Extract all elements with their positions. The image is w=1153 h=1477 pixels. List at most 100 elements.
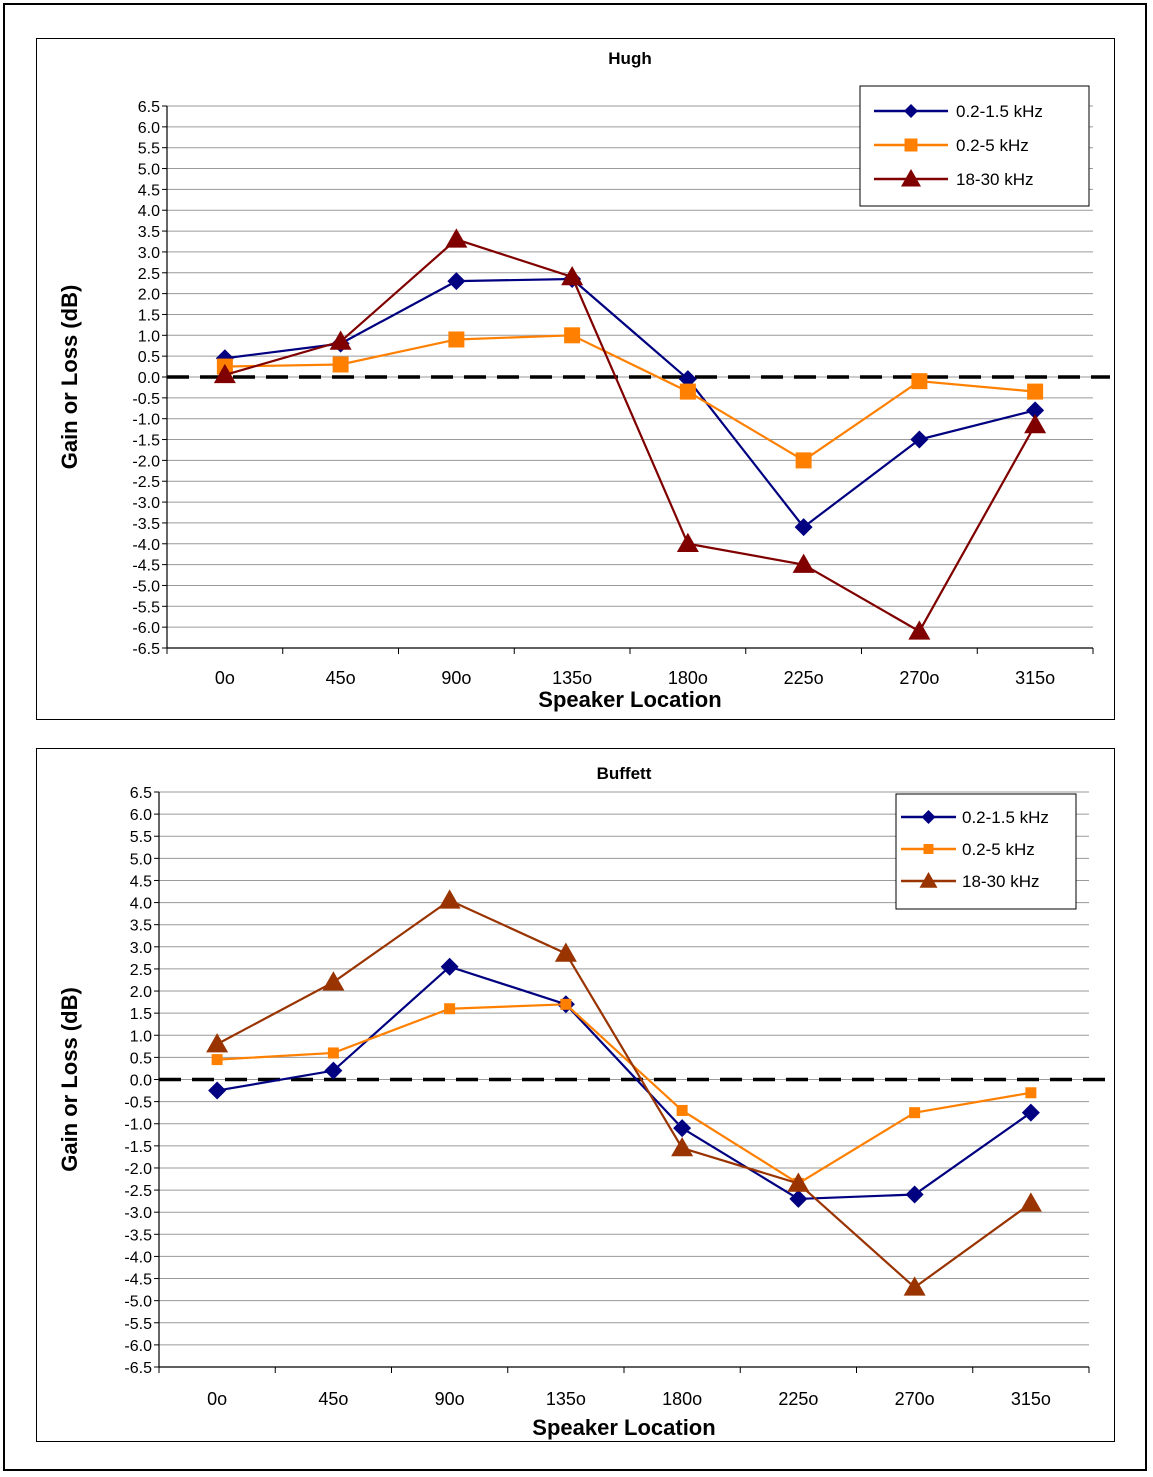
y-tick-label: 4.0 <box>138 203 160 220</box>
y-tick-label: -6.5 <box>124 1360 152 1377</box>
legend-marker <box>901 169 921 187</box>
y-tick-label: 4.5 <box>130 873 152 890</box>
x-tick-label: 180o <box>662 1389 702 1409</box>
y-tick-label: 6.5 <box>130 785 152 802</box>
y-tick-label: -3.0 <box>132 495 160 512</box>
data-point <box>671 1137 694 1157</box>
data-point <box>332 356 349 373</box>
y-tick-label: -3.5 <box>124 1227 152 1244</box>
x-tick-label: 225o <box>784 668 824 688</box>
y-tick-label: 1.5 <box>138 307 160 324</box>
data-point <box>329 330 352 350</box>
y-tick-label: 0.0 <box>138 370 160 387</box>
series-line <box>217 1003 1032 1185</box>
legend-marker <box>923 844 934 854</box>
y-tick-label: 5.0 <box>138 162 160 179</box>
series-1 <box>216 327 1044 469</box>
y-tick-label: -6.0 <box>132 620 160 637</box>
data-point <box>1021 1103 1040 1122</box>
x-axis-label: Speaker Location <box>538 687 721 712</box>
y-tick-label: -1.5 <box>132 433 160 450</box>
data-point <box>1027 383 1044 400</box>
chart-title: Buffett <box>597 764 652 783</box>
x-tick-label: 135o <box>552 668 592 688</box>
data-point <box>792 553 815 573</box>
y-tick-label: 3.0 <box>138 245 160 262</box>
figure-frame <box>3 3 1147 1471</box>
data-point <box>448 331 465 348</box>
y-tick-label: -5.5 <box>132 599 160 616</box>
y-tick-label: -1.0 <box>132 412 160 429</box>
y-tick-label: 4.5 <box>138 182 160 199</box>
y-tick-label: 3.0 <box>130 940 152 957</box>
y-tick-label: -4.5 <box>124 1272 152 1289</box>
y-tick-label: 5.0 <box>130 851 152 868</box>
data-point <box>324 1061 343 1080</box>
y-axis-label: Gain or Loss (dB) <box>57 987 82 1172</box>
legend-label: 0.2-5 kHz <box>962 840 1035 859</box>
x-tick-label: 90o <box>435 1389 465 1409</box>
y-tick-label: -3.0 <box>124 1205 152 1222</box>
legend-marker <box>919 872 938 888</box>
y-tick-label: 5.5 <box>130 829 152 846</box>
y-tick-label: -2.5 <box>124 1183 152 1200</box>
series-1 <box>211 998 1037 1189</box>
chart-svg: -6.5 -6.0 -5.5 -5.0 -4.5 -4.0 -3.5 -3.0 -2.5 -2.0… <box>57 49 1110 712</box>
legend-label: 18-30 kHz <box>962 872 1039 891</box>
data-point <box>794 518 813 537</box>
y-tick-label: -2.0 <box>132 453 160 470</box>
y-tick-label: 0.5 <box>130 1050 152 1067</box>
chart-svg: -6.5 -6.0 -5.5 -5.0 -4.5 -4.0 -3.5 -3.0 -2.5 -2.0… <box>57 764 1110 1440</box>
x-tick-label: 270o <box>899 668 939 688</box>
y-tick-label: -5.0 <box>124 1294 152 1311</box>
x-tick-label: 270o <box>895 1389 935 1409</box>
y-tick-label: 6.0 <box>130 807 152 824</box>
y-tick-label: -0.5 <box>124 1095 152 1112</box>
data-point <box>903 1276 926 1296</box>
data-point <box>908 620 931 640</box>
x-tick-label: 180o <box>668 668 708 688</box>
data-point <box>554 942 577 962</box>
series-2 <box>206 889 1042 1296</box>
data-point <box>1026 401 1045 420</box>
x-tick-label: 315o <box>1011 1389 1051 1409</box>
data-point <box>905 1185 924 1204</box>
chart-panel-hugh: -6.5 -6.0 -5.5 -5.0 -4.5 -4.0 -3.5 -3.0 -2.5 -2.0… <box>36 38 1115 720</box>
y-tick-label: -0.5 <box>132 391 160 408</box>
data-point <box>787 1172 810 1192</box>
x-tick-label: 135o <box>546 1389 586 1409</box>
series-2 <box>213 228 1047 640</box>
y-tick-label: 4.0 <box>130 896 152 913</box>
y-tick-label: -3.5 <box>132 516 160 533</box>
data-point <box>560 998 572 1010</box>
data-point <box>1019 1192 1042 1212</box>
data-point <box>795 452 812 469</box>
data-point <box>909 1107 921 1119</box>
data-point <box>673 1119 692 1138</box>
data-point <box>676 1104 688 1116</box>
y-tick-label: -5.0 <box>132 578 160 595</box>
y-tick-label: 6.5 <box>138 99 160 116</box>
y-tick-label: 5.5 <box>138 141 160 158</box>
data-point <box>211 1054 223 1066</box>
y-tick-label: -4.0 <box>124 1249 152 1266</box>
y-tick-label: 3.5 <box>138 224 160 241</box>
data-point <box>438 889 461 909</box>
legend-marker <box>921 810 936 824</box>
data-point <box>208 1081 227 1100</box>
data-point <box>322 971 345 991</box>
x-tick-label: 0o <box>207 1389 227 1409</box>
y-tick-label: 3.5 <box>130 918 152 935</box>
y-tick-label: 2.0 <box>138 287 160 304</box>
y-tick-label: 0.5 <box>138 349 160 366</box>
series-line <box>224 238 1037 633</box>
x-tick-label: 315o <box>1015 668 1055 688</box>
y-tick-label: -1.0 <box>124 1117 152 1134</box>
data-point <box>678 370 697 389</box>
y-tick-label: -4.5 <box>132 558 160 575</box>
chart-panel-buffett: -6.5 -6.0 -5.5 -5.0 -4.5 -4.0 -3.5 -3.0 -2.5 -2.0… <box>36 748 1115 1442</box>
data-point <box>564 327 581 344</box>
y-tick-label: 2.5 <box>130 962 152 979</box>
x-tick-label: 45o <box>326 668 356 688</box>
y-tick-label: 2.5 <box>138 266 160 283</box>
